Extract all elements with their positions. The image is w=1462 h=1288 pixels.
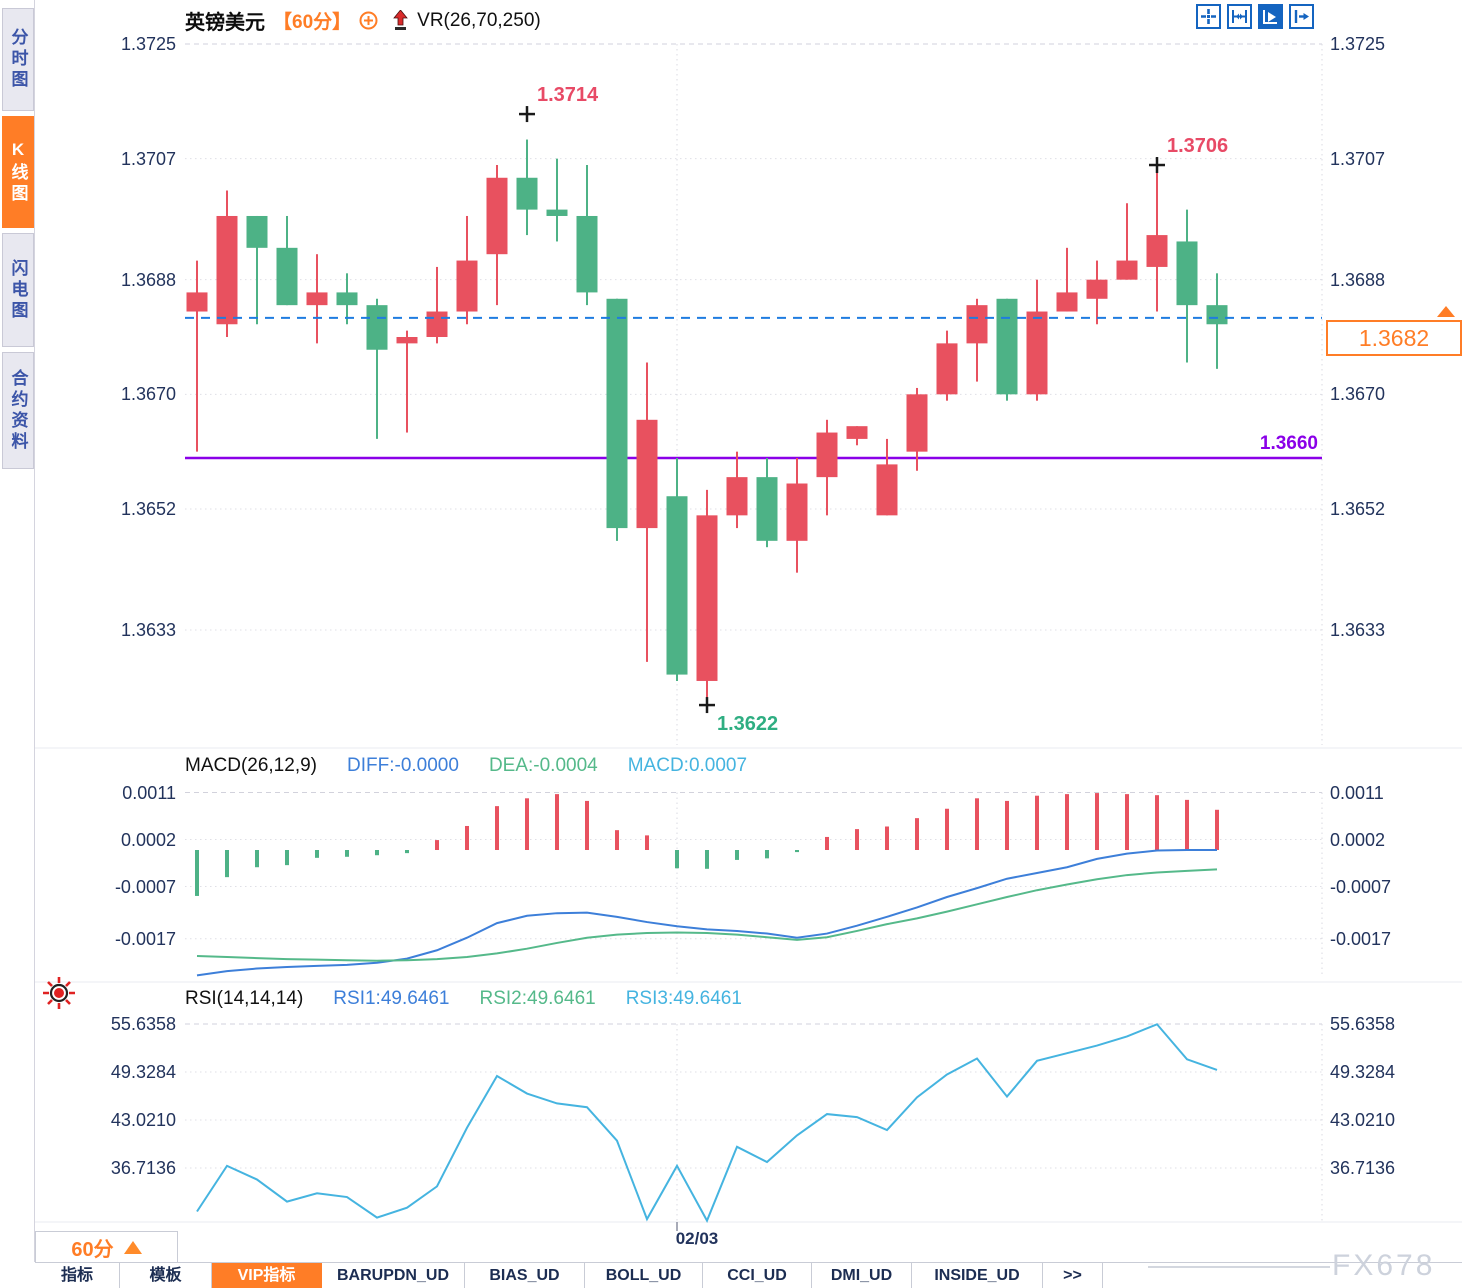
shift-right-button[interactable] — [1289, 4, 1314, 29]
candle-body — [756, 477, 778, 541]
candle-body — [1026, 311, 1048, 395]
tab-indicators[interactable]: 指标 — [35, 1263, 120, 1288]
candle-body — [1056, 292, 1078, 312]
chart-toolbar — [1196, 4, 1314, 29]
macd-dea-value: DEA:-0.0004 — [488, 755, 598, 776]
macd-name: MACD(26,12,9) — [185, 755, 317, 776]
candle-body — [606, 298, 628, 529]
current-price-box: 1.3682 — [1326, 320, 1462, 356]
candle-body — [1176, 241, 1198, 306]
rsi1-value: RSI1:49.6461 — [333, 988, 450, 1009]
macd-header: MACD(26,12,9) DIFF:-0.0000 DEA:-0.0004 M… — [185, 755, 747, 777]
chart-header: 英镑美元 【60分】 VR(26,70,250) — [185, 6, 541, 35]
pan-crosshair-button[interactable] — [1196, 4, 1221, 29]
symbol-title: 英镑美元 — [185, 12, 265, 34]
candle-body — [516, 177, 538, 210]
candle-body — [336, 292, 358, 306]
current-price-arrow — [1437, 306, 1455, 317]
candle-body — [876, 464, 898, 516]
sidebar-item-label: 闪电图 — [8, 258, 28, 322]
candle-body — [786, 483, 808, 541]
play-axis-button[interactable] — [1258, 4, 1283, 29]
candle-body — [1116, 260, 1138, 280]
candle-body — [906, 394, 928, 452]
macd-value: MACD:0.0007 — [627, 755, 748, 776]
sidebar-item-kline-chart[interactable]: K线图 — [2, 116, 34, 228]
rsi3-value: RSI3:49.6461 — [625, 988, 742, 1009]
candle-body — [846, 426, 868, 439]
candle-body — [816, 432, 838, 478]
candle-body — [966, 305, 988, 344]
candle-body — [216, 215, 238, 325]
sidebar-item-lightning-chart[interactable]: 闪电图 — [2, 233, 34, 347]
period-dropdown-button[interactable]: 60分 — [35, 1231, 178, 1262]
tab-more[interactable]: >> — [1043, 1263, 1103, 1288]
vr-indicator-label: VR(26,70,250) — [417, 9, 541, 31]
support-line-label: 1.3660 — [1259, 433, 1318, 454]
rsi-name: RSI(14,14,14) — [185, 988, 304, 1009]
tab-boll-ud[interactable]: BOLL_UD — [585, 1263, 703, 1288]
tab-bias-ud[interactable]: BIAS_UD — [465, 1263, 585, 1288]
rsi-line — [196, 1023, 1218, 1223]
tab-dmi-ud[interactable]: DMI_UD — [812, 1263, 912, 1288]
sidebar-item-label: 合约资料 — [8, 368, 28, 453]
period-button-label: 60分 — [71, 1238, 114, 1261]
watermark: FX678 — [1332, 1249, 1436, 1282]
sidebar-item-label: 分时图 — [8, 28, 28, 91]
sidebar-divider — [34, 0, 35, 1262]
live-sun-icon — [42, 976, 76, 1010]
candle-body — [306, 292, 328, 306]
candle-body — [396, 337, 418, 344]
macd-dea-line — [196, 868, 1218, 962]
candle-body — [1086, 279, 1108, 299]
candle-body — [1206, 305, 1228, 325]
rsi2-value: RSI2:49.6461 — [479, 988, 596, 1009]
watermark-line — [1148, 1266, 1330, 1268]
rsi-header: RSI(14,14,14) RSI1:49.6461 RSI2:49.6461 … — [185, 988, 742, 1010]
candle-body — [186, 292, 208, 312]
candle-body — [936, 343, 958, 395]
candle-body — [996, 298, 1018, 395]
candle-body — [426, 311, 448, 337]
candle-body — [276, 247, 298, 306]
candle-body — [1146, 235, 1168, 267]
tab-templates[interactable]: 模板 — [120, 1263, 212, 1288]
period-tag: 【60分】 — [273, 12, 352, 33]
candle-body — [636, 419, 658, 529]
candle-body — [456, 260, 478, 312]
candle-body — [366, 305, 388, 350]
macd-diff-value: DIFF:-0.0000 — [347, 755, 459, 776]
fit-x-axis-button[interactable] — [1227, 4, 1252, 29]
tab-inside-ud[interactable]: INSIDE_UD — [912, 1263, 1043, 1288]
candle-body — [726, 477, 748, 516]
candle-body — [546, 209, 568, 216]
tab-vip-indicators[interactable]: VIP指标 — [212, 1263, 322, 1288]
candle-body — [696, 515, 718, 681]
indicator-tab-bar: 指标 模板 VIP指标 BARUPDN_UD BIAS_UD BOLL_UD C… — [35, 1262, 1462, 1288]
sidebar-item-label: K线图 — [8, 139, 28, 205]
candle-body — [246, 215, 268, 248]
candle-body — [576, 215, 598, 293]
triangle-up-icon — [123, 1240, 142, 1254]
macd-diff-line — [196, 849, 1217, 977]
up-arrow-icon — [392, 10, 409, 31]
tab-cci-ud[interactable]: CCI_UD — [703, 1263, 812, 1288]
sidebar-item-time-chart[interactable]: 分时图 — [2, 8, 34, 111]
sidebar-item-contract-info[interactable]: 合约资料 — [2, 352, 34, 469]
add-indicator-icon[interactable] — [359, 11, 378, 30]
candle-body — [666, 496, 688, 675]
candle-body — [486, 177, 508, 255]
tab-barupdn-ud[interactable]: BARUPDN_UD — [322, 1263, 465, 1288]
x-axis-date-label: 02/03 — [675, 1229, 719, 1248]
